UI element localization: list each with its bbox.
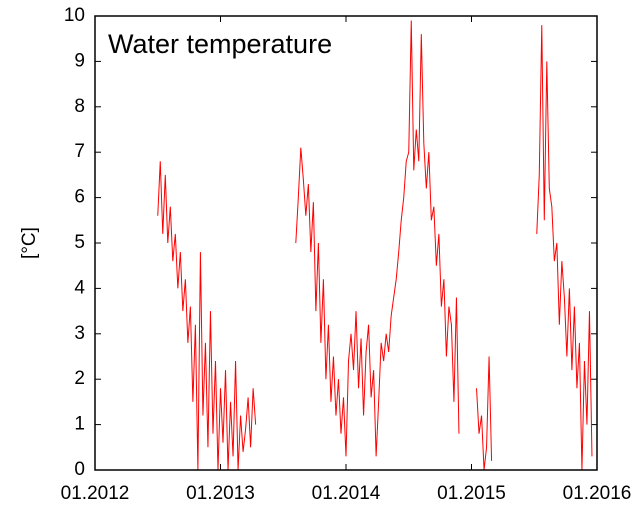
y-tick-label: 9	[74, 50, 85, 71]
x-tick-label: 01.2013	[186, 483, 255, 504]
y-tick-label: 6	[74, 187, 85, 208]
x-tick-label: 01.2016	[563, 483, 632, 504]
y-tick-label: 10	[64, 5, 85, 26]
y-tick-label: 3	[74, 323, 85, 344]
x-tick-label: 01.2015	[437, 483, 506, 504]
y-tick-label: 4	[74, 277, 85, 298]
y-tick-label: 1	[74, 414, 85, 435]
y-axis-label: [°C]	[19, 227, 40, 259]
y-tick-label: 7	[74, 141, 85, 162]
x-tick-label: 01.2014	[312, 483, 381, 504]
data-line	[157, 20, 593, 471]
y-tick-label: 8	[74, 96, 85, 117]
chart-title: Water temperature	[108, 29, 332, 59]
y-tick-label: 5	[74, 232, 85, 253]
y-tick-label: 2	[74, 368, 85, 389]
plot-frame	[94, 15, 598, 471]
x-tick-label: 01.2012	[61, 483, 130, 504]
y-tick-label: 0	[74, 459, 85, 480]
